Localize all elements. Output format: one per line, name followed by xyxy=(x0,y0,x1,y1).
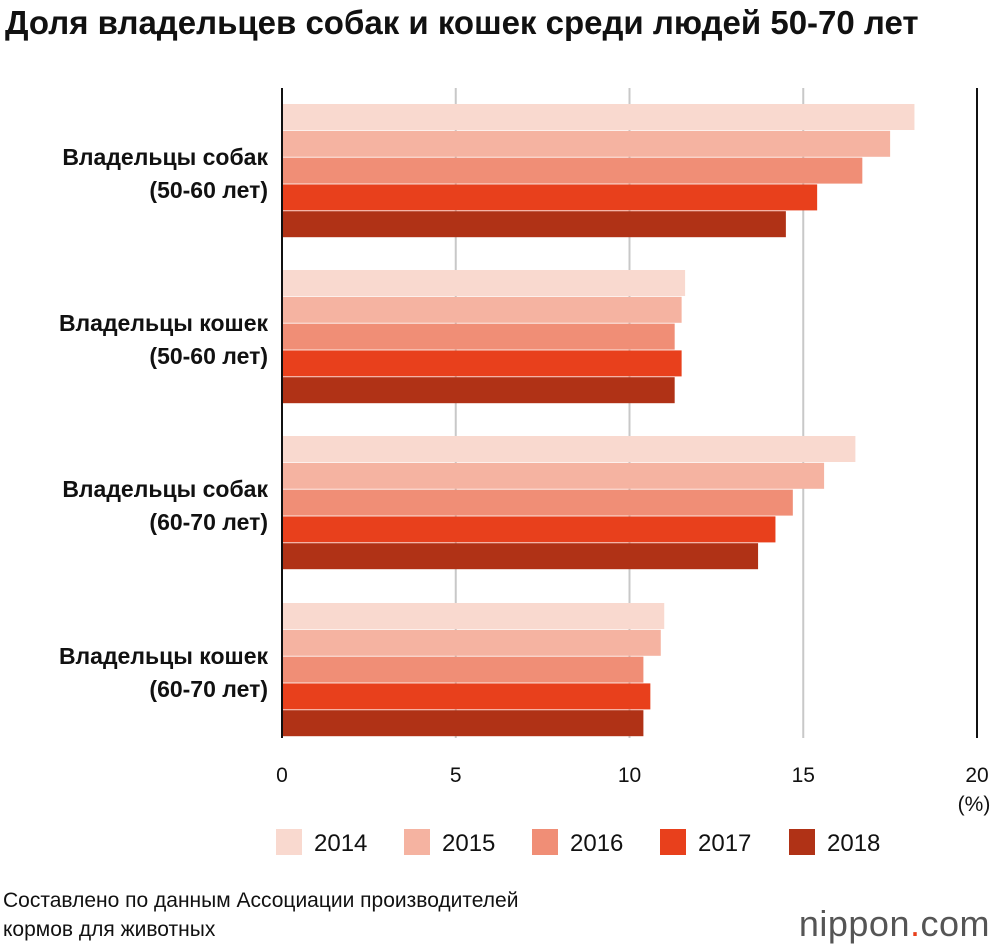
legend-label-2018: 2018 xyxy=(827,830,880,857)
bar-2017-cat1 xyxy=(282,184,818,211)
x-axis-unit: (%) xyxy=(958,793,991,816)
bar-2018-cat3 xyxy=(282,543,759,570)
legend-swatch-2016 xyxy=(532,829,558,855)
brand-dot: . xyxy=(909,903,921,944)
category-label-1: Владельцы собак (50-60 лет) xyxy=(62,144,268,203)
brand-tld: com xyxy=(920,903,990,944)
category-label-3: Владельцы собак (60-70 лет) xyxy=(62,476,268,535)
source-note: Составлено по данным Ассоциации производ… xyxy=(3,886,723,944)
category-label-2: Владельцы кошек (50-60 лет) xyxy=(59,310,269,369)
brand-name: nippon xyxy=(798,903,910,944)
chart-plot: 0 5 10 15 20 (%) Владельцы собак (50-60 лет) Вла… xyxy=(59,88,991,857)
bar-2015-cat3 xyxy=(282,462,825,489)
bar-2017-cat3 xyxy=(282,516,776,543)
x-tick-label-0: 0 xyxy=(276,764,288,787)
x-tick-label-20: 20 xyxy=(965,764,988,787)
bar-2017-cat4 xyxy=(282,683,651,710)
bar-2016-cat4 xyxy=(282,656,644,683)
legend-label-2014: 2014 xyxy=(314,830,367,857)
bar-2015-cat4 xyxy=(282,629,661,656)
bar-2018-cat4 xyxy=(282,710,644,737)
bar-2016-cat3 xyxy=(282,489,793,516)
legend-swatch-2018 xyxy=(789,829,815,855)
legend-swatch-2017 xyxy=(660,829,686,855)
bar-2014-cat3 xyxy=(282,436,856,462)
bar-2015-cat2 xyxy=(282,296,682,323)
legend-swatch-2015 xyxy=(404,829,430,855)
legend-label-2015: 2015 xyxy=(442,830,495,857)
x-tick-label-5: 5 xyxy=(450,764,462,787)
bar-2016-cat1 xyxy=(282,157,863,184)
bar-2017-cat2 xyxy=(282,350,682,377)
legend-label-2016: 2016 xyxy=(570,830,623,857)
bar-2016-cat2 xyxy=(282,323,675,350)
bar-2014-cat2 xyxy=(282,270,686,296)
x-tick-label-10: 10 xyxy=(618,764,641,787)
legend-swatch-2014 xyxy=(276,829,302,855)
x-tick-label-15: 15 xyxy=(792,764,815,787)
legend-label-2017: 2017 xyxy=(698,830,751,857)
bar-2015-cat1 xyxy=(282,130,891,157)
source-line-2: кормов для животных xyxy=(3,918,216,941)
category-label-4: Владельцы кошек (60-70 лет) xyxy=(59,643,269,702)
nippon-logo: nippon.com xyxy=(799,903,990,945)
bar-2018-cat1 xyxy=(282,211,786,238)
bar-2014-cat4 xyxy=(282,603,665,629)
source-line-1: Составлено по данным Ассоциации производ… xyxy=(3,889,519,912)
chart-title: Доля владельцев собак и кошек среди люде… xyxy=(5,4,919,41)
bar-2018-cat2 xyxy=(282,377,675,404)
bar-2014-cat1 xyxy=(282,104,915,130)
